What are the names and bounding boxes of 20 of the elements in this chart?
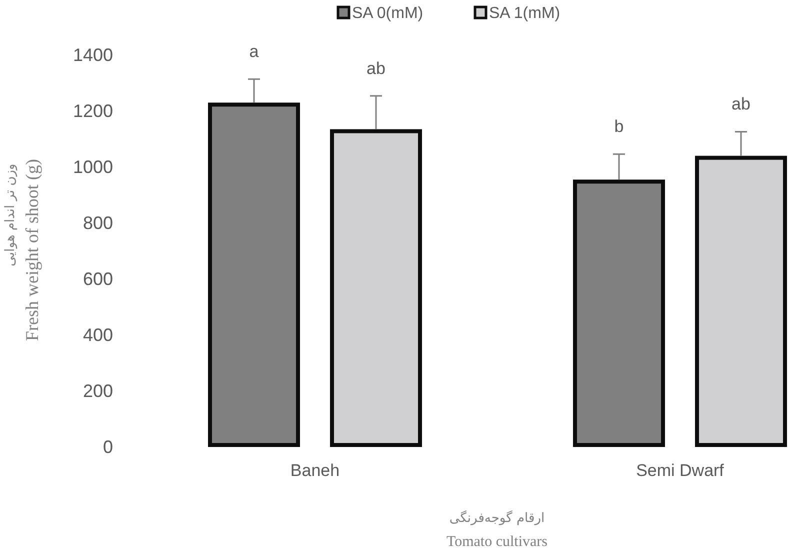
y-tick-label: 1400 bbox=[72, 45, 113, 65]
y-tick-label: 800 bbox=[82, 213, 113, 233]
data-label: ab bbox=[732, 94, 750, 114]
x-axis-title: Tomato cultivars bbox=[446, 534, 548, 550]
text: ارقام گوجه‌فرنگی bbox=[449, 510, 545, 526]
y-tick-label: 600 bbox=[82, 269, 113, 289]
data-label: a bbox=[249, 42, 260, 62]
y-tick-label: 400 bbox=[82, 325, 113, 345]
y-tick-label: 0 bbox=[102, 437, 113, 457]
y-tick-label: 1200 bbox=[72, 101, 113, 121]
data-label: ab bbox=[366, 58, 386, 78]
legend-label: SA 1(mM) bbox=[489, 5, 560, 22]
y-tick-label: 1000 bbox=[72, 157, 113, 177]
y-tick-label: 200 bbox=[82, 381, 113, 401]
x-tick-label: Semi Dwarf bbox=[636, 461, 724, 480]
y-axis-title: Fresh weight of shoot (g) bbox=[22, 159, 42, 341]
legend-label: SA 0(mM) bbox=[352, 5, 424, 22]
text: وزن تر اندام هوایی bbox=[3, 164, 18, 266]
x-tick-label: Baneh bbox=[290, 461, 340, 480]
data-label: b bbox=[614, 117, 624, 136]
